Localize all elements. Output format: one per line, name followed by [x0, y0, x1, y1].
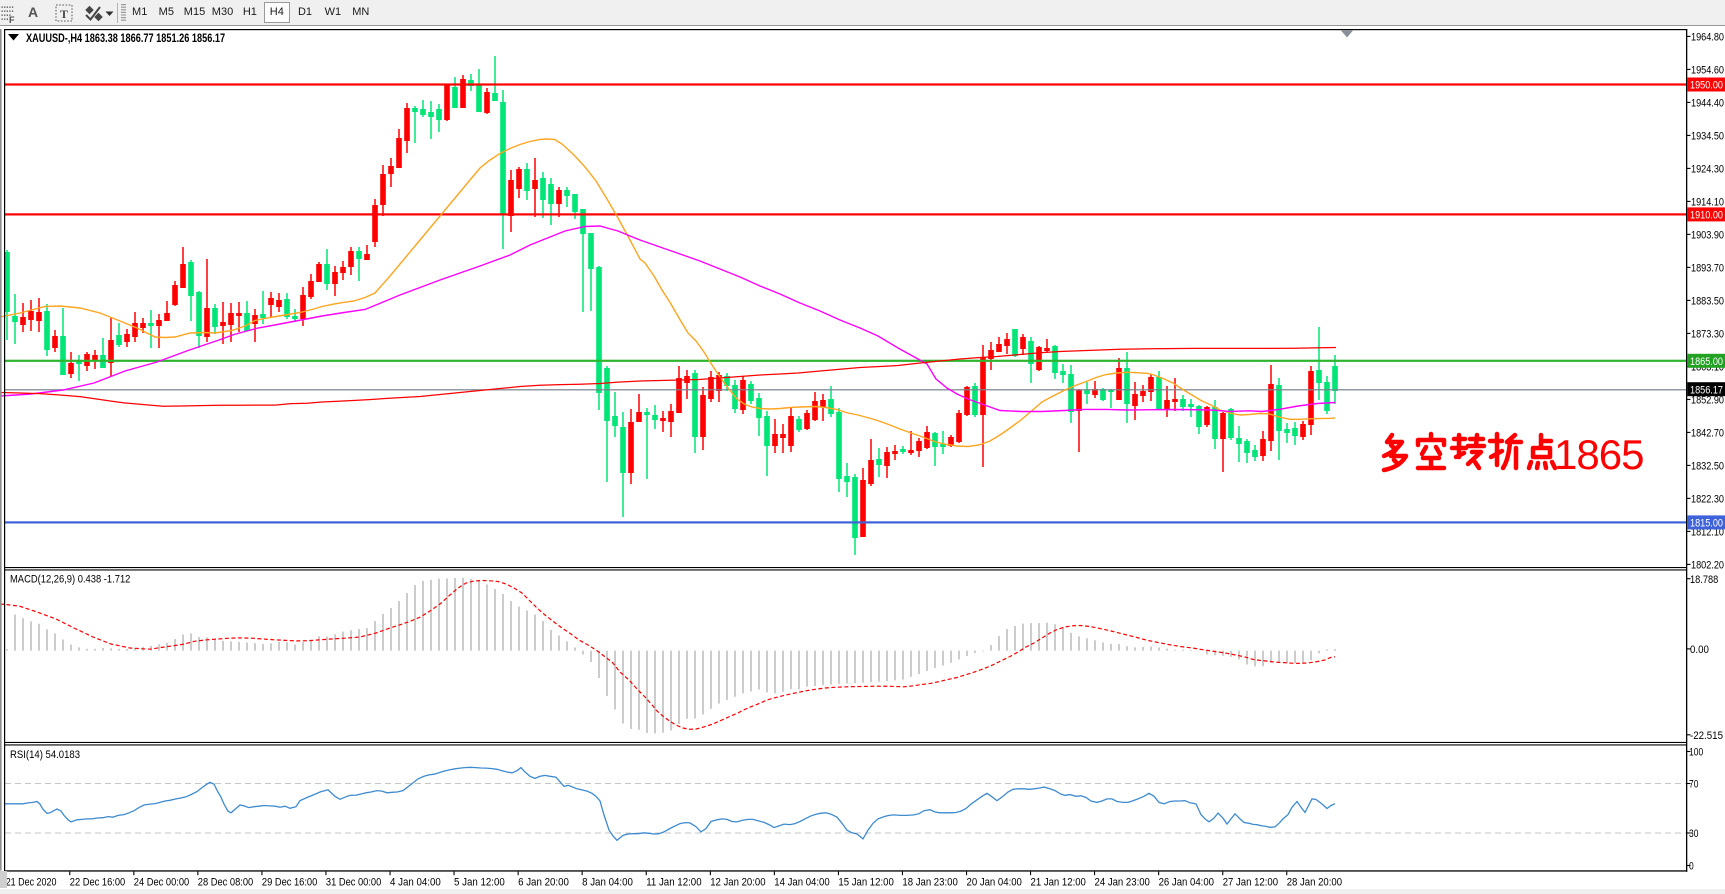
- svg-text:18 Jan 23:00: 18 Jan 23:00: [902, 877, 957, 889]
- svg-text:12 Jan 20:00: 12 Jan 20:00: [710, 877, 765, 889]
- svg-text:MACD(12,26,9) 0.438 -1.712: MACD(12,26,9) 0.438 -1.712: [10, 574, 130, 586]
- svg-text:28 Dec 08:00: 28 Dec 08:00: [198, 877, 253, 889]
- svg-text:15 Jan 12:00: 15 Jan 12:00: [838, 877, 893, 889]
- svg-text:1934.50: 1934.50: [1691, 131, 1724, 143]
- svg-text:1950.00: 1950.00: [1690, 80, 1723, 92]
- svg-text:11 Jan 12:00: 11 Jan 12:00: [646, 877, 701, 889]
- svg-text:1964.80: 1964.80: [1691, 32, 1724, 44]
- svg-text:0.00: 0.00: [1690, 644, 1709, 656]
- svg-text:29 Dec 16:00: 29 Dec 16:00: [262, 877, 317, 889]
- svg-text:4 Jan 04:00: 4 Jan 04:00: [390, 877, 441, 889]
- svg-text:31 Dec 00:00: 31 Dec 00:00: [326, 877, 381, 889]
- svg-text:1903.90: 1903.90: [1691, 230, 1724, 242]
- svg-text:24 Jan 23:00: 24 Jan 23:00: [1095, 877, 1150, 889]
- svg-text:F: F: [9, 15, 15, 25]
- svg-text:1883.50: 1883.50: [1691, 296, 1724, 308]
- svg-text:5 Jan 12:00: 5 Jan 12:00: [454, 877, 505, 889]
- svg-text:1944.40: 1944.40: [1691, 98, 1724, 110]
- svg-text:1910.00: 1910.00: [1690, 210, 1723, 222]
- svg-text:1954.60: 1954.60: [1691, 65, 1724, 77]
- svg-text:1812.10: 1812.10: [1691, 527, 1724, 539]
- svg-text:21 Jan 12:00: 21 Jan 12:00: [1031, 877, 1086, 889]
- svg-text:0: 0: [1689, 861, 1694, 873]
- svg-text:6 Jan 20:00: 6 Jan 20:00: [518, 877, 569, 889]
- svg-text:22 Dec 16:00: 22 Dec 16:00: [70, 877, 125, 889]
- svg-text:1873.30: 1873.30: [1691, 329, 1724, 341]
- svg-text:1856.17: 1856.17: [1690, 384, 1723, 396]
- svg-text:8 Jan 04:00: 8 Jan 04:00: [582, 877, 633, 889]
- svg-text:24 Dec 00:00: 24 Dec 00:00: [134, 877, 189, 889]
- svg-text:1865.00: 1865.00: [1690, 356, 1723, 368]
- svg-text:20 Jan 04:00: 20 Jan 04:00: [967, 877, 1022, 889]
- svg-text:1852.90: 1852.90: [1691, 395, 1724, 407]
- svg-text:27 Jan 12:00: 27 Jan 12:00: [1223, 877, 1278, 889]
- svg-text:1842.70: 1842.70: [1691, 428, 1724, 440]
- svg-text:XAUUSD-,H4 1863.38 1866.77 18: XAUUSD-,H4 1863.38 1866.77 1851.26 1856.…: [26, 33, 225, 45]
- svg-text:1832.50: 1832.50: [1691, 461, 1724, 473]
- svg-text:14 Jan 04:00: 14 Jan 04:00: [774, 877, 829, 889]
- svg-text:26 Jan 04:00: 26 Jan 04:00: [1159, 877, 1214, 889]
- svg-text:1893.70: 1893.70: [1691, 263, 1724, 275]
- svg-text:21 Dec 2020: 21 Dec 2020: [6, 877, 57, 889]
- svg-text:1822.30: 1822.30: [1691, 494, 1724, 506]
- svg-text:30: 30: [1689, 828, 1698, 840]
- svg-text:1914.10: 1914.10: [1691, 197, 1724, 209]
- svg-text:-22.515: -22.515: [1690, 730, 1723, 742]
- svg-text:28 Jan 20:00: 28 Jan 20:00: [1287, 877, 1342, 889]
- svg-text:1924.30: 1924.30: [1691, 164, 1724, 176]
- svg-text:70: 70: [1689, 779, 1698, 791]
- svg-text:RSI(14) 54.0183: RSI(14) 54.0183: [10, 749, 80, 761]
- svg-text:1815.00: 1815.00: [1690, 518, 1723, 530]
- svg-text:18.788: 18.788: [1690, 574, 1718, 586]
- svg-text:T: T: [60, 7, 68, 21]
- svg-text:1865: 1865: [1554, 431, 1643, 478]
- svg-text:100: 100: [1689, 747, 1703, 759]
- svg-text:1802.20: 1802.20: [1691, 560, 1724, 572]
